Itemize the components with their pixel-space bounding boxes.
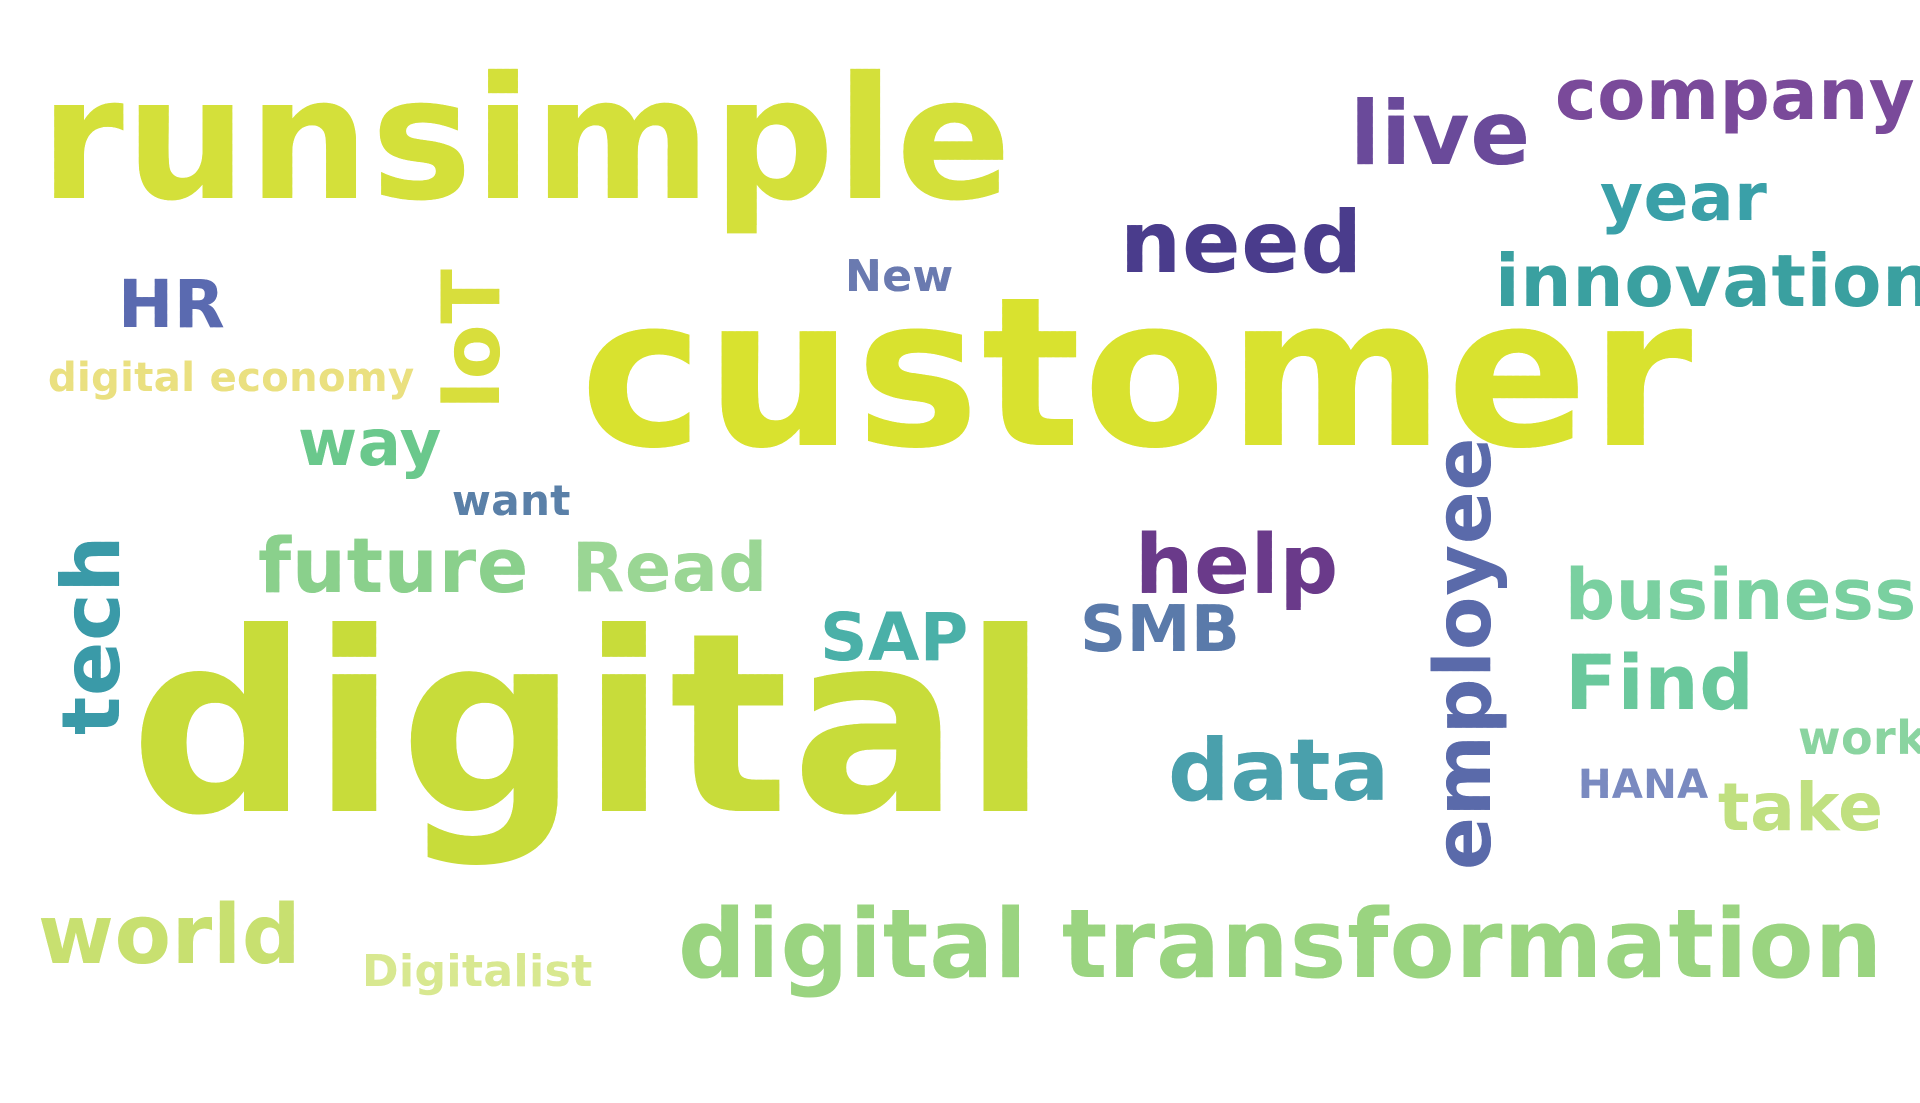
word-sap: SAP (820, 599, 969, 676)
word-future: future (258, 521, 530, 610)
word-data: data (1168, 721, 1391, 821)
word-way: way (298, 407, 442, 481)
word-digital-transformation: digital transformation (678, 890, 1884, 1000)
word-want: want (452, 476, 571, 525)
word-take: take (1718, 769, 1884, 846)
word-digitalist: Digitalist (362, 946, 593, 997)
word-need: need (1120, 193, 1363, 293)
word-runsimple: runsimple (40, 41, 1014, 239)
word-digital: digital (130, 579, 1051, 870)
word-help: help (1135, 518, 1340, 613)
word-smb: SMB (1080, 593, 1241, 667)
word-world: world (38, 888, 302, 983)
word-find: Find (1565, 638, 1755, 727)
word-new: New (845, 251, 954, 302)
word-company: company (1555, 54, 1916, 136)
word-hana: HANA (1578, 762, 1709, 808)
word-read: Read (572, 529, 768, 608)
word-digital-economy: digital economy (48, 355, 415, 401)
word-work: work (1798, 715, 1920, 761)
word-hr: HR (118, 266, 226, 343)
word-live: live (1350, 82, 1531, 185)
word-tech: tech (45, 534, 138, 735)
word-innovation: innovation (1495, 245, 1920, 317)
word-iot: IoT (425, 268, 518, 410)
word-year: year (1600, 159, 1768, 236)
word-employee: employee (1419, 436, 1509, 870)
word-customer: customer (580, 253, 1695, 495)
word-business: business (1565, 554, 1917, 636)
